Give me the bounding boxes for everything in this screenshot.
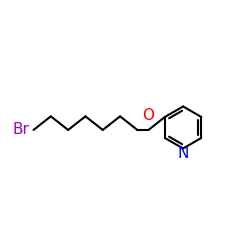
Text: O: O bbox=[142, 108, 154, 122]
Text: N: N bbox=[178, 146, 189, 162]
Text: Br: Br bbox=[13, 122, 30, 138]
